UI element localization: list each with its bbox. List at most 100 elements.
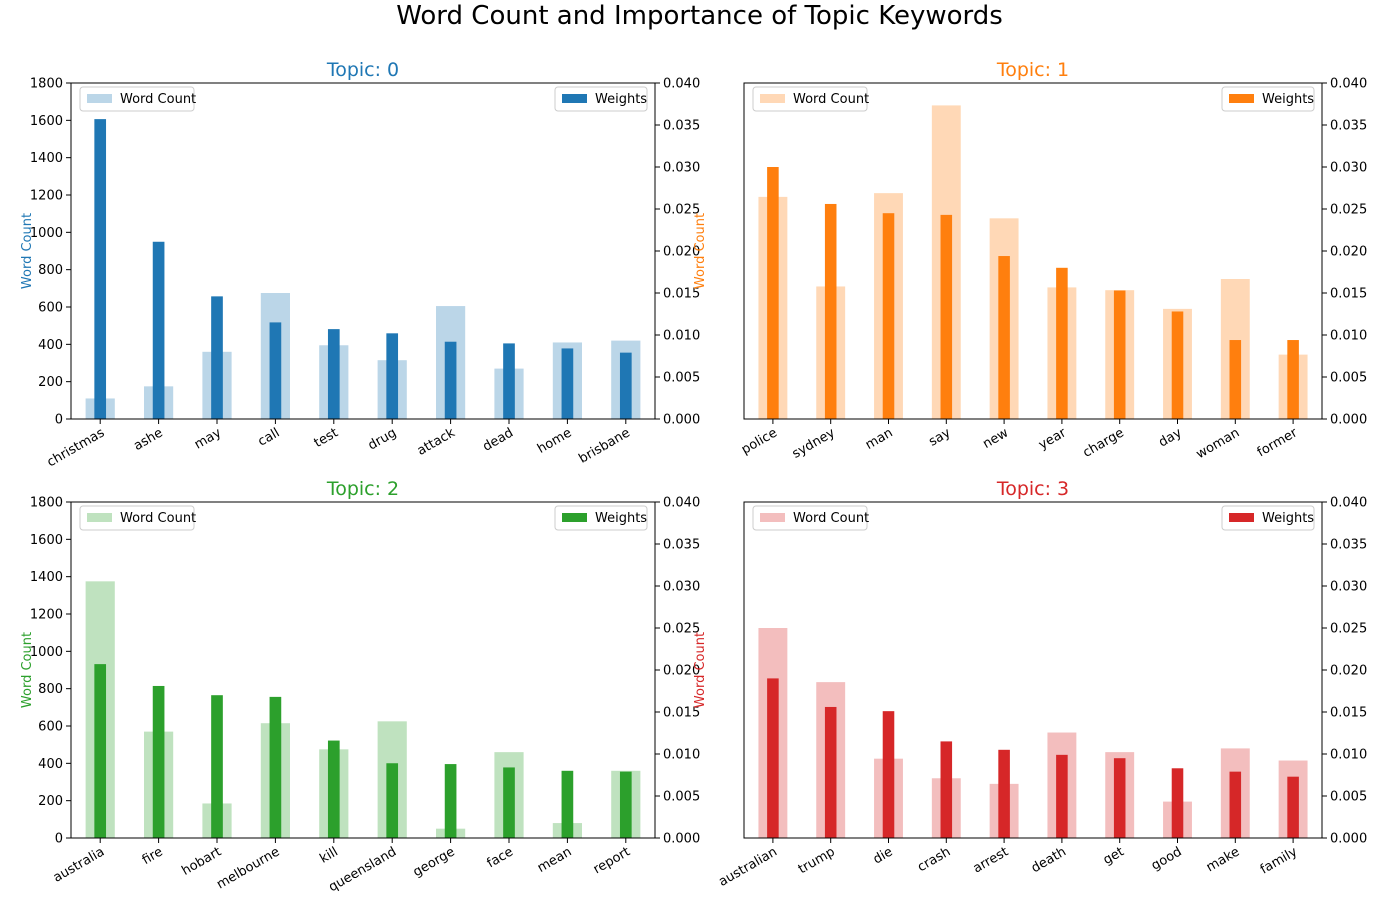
y2-tick-label: 0.000 (1330, 832, 1367, 847)
legend-box (752, 86, 868, 112)
topic-3-chart: 0.000 0.005 0.010 0.015 0.020 0.025 0.030 0.035… (693, 478, 1367, 890)
legend-box (1221, 86, 1315, 112)
x-tick-label: family (1258, 844, 1301, 877)
weight-bar (94, 119, 107, 420)
x-tick-label: australian (716, 844, 780, 889)
weight-bar (327, 740, 340, 838)
y2-tick-label: 0.030 (1330, 161, 1367, 176)
x-tick-label: ashe (131, 425, 165, 453)
weight-bar (444, 764, 457, 838)
y-tick-label: 1000 (30, 226, 63, 241)
x-tick-label: drug (366, 425, 400, 453)
y2-tick-label: 0.035 (663, 119, 700, 134)
y-tick-label: 1000 (30, 645, 63, 660)
y2-tick-label: 0.040 (1330, 496, 1367, 511)
panel-title: Topic: 2 (326, 478, 399, 500)
weight-bar (269, 696, 282, 838)
x-tick-label: man (863, 425, 896, 452)
y-tick-label: 1400 (30, 570, 63, 585)
legend-box (752, 505, 868, 531)
legend-label: Weights (1262, 92, 1314, 107)
topic-2-chart: 0 200 400 600 800 1000 1200 1400 1600 1800 0.000 0.… (20, 478, 700, 895)
x-tick-label: year (1036, 425, 1069, 453)
x-tick-label: fire (140, 844, 166, 868)
x-tick-label: home (535, 425, 574, 456)
weight-bar (619, 352, 632, 419)
topic-1-chart: 0.000 0.005 0.010 0.015 0.020 0.025 0.030 0.035… (693, 59, 1367, 462)
weight-bar (386, 333, 399, 419)
y-tick-label: 400 (38, 757, 63, 772)
x-tick-label: good (1149, 844, 1185, 873)
weight-bar (824, 203, 837, 419)
legend-swatch (562, 513, 587, 522)
legend-weights: Weights (1221, 86, 1315, 112)
y-tick-label: 1200 (30, 608, 63, 623)
weight-bar (444, 341, 457, 419)
weight-bar (940, 214, 953, 419)
legend-swatch (87, 94, 112, 103)
y2-tick-label: 0.000 (663, 832, 700, 847)
legend-box (1221, 505, 1315, 531)
x-tick-label: sydney (790, 425, 838, 461)
legend-swatch (562, 94, 587, 103)
x-tick-label: attack (415, 425, 458, 459)
weight-bar (1229, 771, 1242, 838)
x-tick-label: face (485, 844, 516, 871)
weight-bar (152, 241, 165, 419)
legend-label: Word Count (793, 511, 869, 526)
y2-tick-label: 0.025 (663, 622, 700, 637)
y2-tick-label: 0.015 (663, 706, 700, 721)
x-tick-label: george (411, 844, 458, 880)
y2-tick-label: 0.025 (1330, 203, 1367, 218)
y-tick-label: 1800 (30, 496, 63, 511)
weight-bar (503, 343, 515, 419)
x-tick-label: police (739, 425, 780, 457)
x-tick-label: call (256, 425, 283, 449)
x-tick-label: day (1156, 425, 1184, 450)
legend-label: Word Count (120, 92, 196, 107)
y2-tick-label: 0.040 (663, 496, 700, 511)
legend-swatch (1229, 513, 1254, 522)
weight-bar (998, 256, 1010, 419)
y2-tick-label: 0.025 (1330, 622, 1367, 637)
x-tick-label: may (192, 425, 224, 452)
y2-tick-label: 0.030 (663, 580, 700, 595)
x-tick-label: christmas (45, 425, 108, 470)
y2-tick-label: 0.035 (663, 538, 700, 553)
y2-tick-label: 0.035 (1330, 538, 1367, 553)
weight-bar (767, 167, 779, 419)
legend-word-count: Word Count (79, 86, 196, 112)
weight-bar (1287, 340, 1299, 419)
y2-tick-label: 0.015 (1330, 287, 1367, 302)
y2-tick-label: 0.020 (663, 664, 700, 679)
x-tick-label: arrest (971, 844, 1011, 876)
x-tick-label: crash (915, 844, 953, 875)
weight-bar (327, 329, 340, 419)
legend-swatch (1229, 94, 1254, 103)
y-tick-label: 600 (38, 720, 63, 735)
y2-tick-label: 0.010 (663, 748, 700, 763)
y2-tick-label: 0.005 (663, 371, 700, 386)
y-tick-label: 1600 (30, 533, 63, 548)
legend-swatch (87, 513, 112, 522)
y2-tick-label: 0.015 (1330, 706, 1367, 721)
legend-label: Weights (595, 92, 647, 107)
weight-bar (882, 213, 895, 419)
weight-bar (998, 749, 1010, 838)
y-tick-label: 800 (38, 682, 63, 697)
weight-bar (1171, 311, 1184, 419)
x-tick-label: test (312, 425, 341, 450)
weight-bar (619, 771, 632, 838)
y2-tick-label: 0.005 (1330, 790, 1367, 805)
weight-bar (152, 685, 165, 838)
x-tick-label: trump (796, 844, 838, 877)
y-tick-label: 600 (38, 301, 63, 316)
y2-tick-label: 0.015 (663, 287, 700, 302)
x-tick-label: australia (51, 844, 107, 885)
legend-label: Word Count (793, 92, 869, 107)
y-tick-label: 200 (38, 794, 63, 809)
x-tick-label: mean (535, 844, 574, 875)
x-tick-label: hobart (179, 844, 224, 878)
legend-label: Weights (595, 511, 647, 526)
y2-tick-label: 0.000 (663, 413, 700, 428)
